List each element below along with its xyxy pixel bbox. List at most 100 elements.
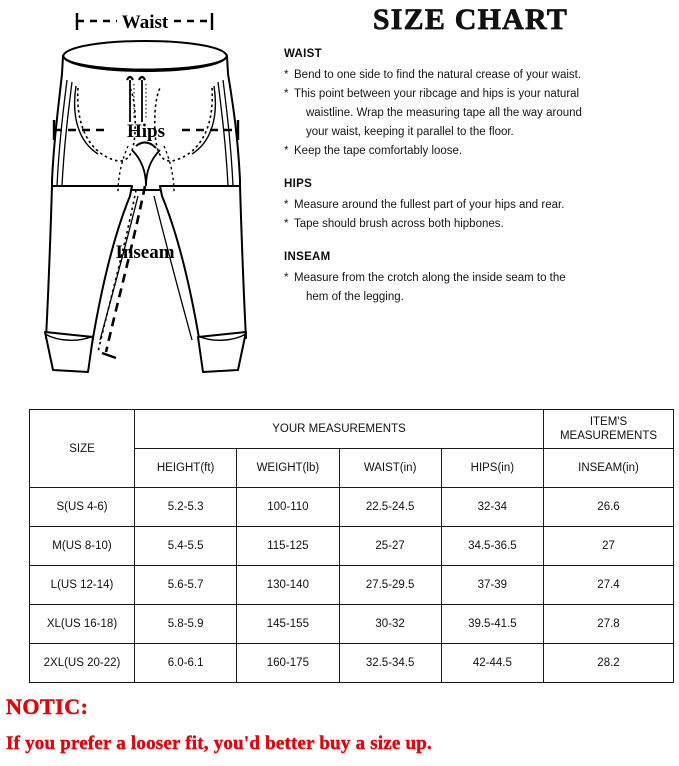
table-row: S(US 4-6) 5.2-5.3 100-110 22.5-24.5 32-3…: [29, 487, 674, 527]
cell-size: L(US 12-14): [29, 565, 135, 605]
table-row: XL(US 16-18) 5.8-5.9 145-155 30-32 39.5-…: [29, 604, 674, 644]
cell-hips: 34.5-36.5: [440, 526, 545, 566]
cell-size: M(US 8-10): [29, 526, 135, 566]
table-row: L(US 12-14) 5.6-5.7 130-140 27.5-29.5 37…: [29, 565, 674, 605]
instructions-panel: SIZE CHART WAIST * Bend to one side to f…: [284, 0, 679, 400]
cell-inseam: 27.8: [543, 604, 674, 644]
header-height: HEIGHT(ft): [133, 448, 238, 488]
cell-hips: 39.5-41.5: [440, 604, 545, 644]
diagram-label-waist: Waist: [122, 12, 169, 33]
cell-weight: 145-155: [236, 604, 340, 644]
bullet-marker: *: [284, 271, 289, 284]
cell-weight: 130-140: [236, 565, 340, 605]
header-inseam: INSEAM(in): [543, 448, 674, 488]
section-heading-hips: HIPS: [284, 177, 313, 190]
waist-measure-line: [75, 13, 214, 30]
bullet-item: * Measure around the fullest part of you…: [284, 196, 664, 214]
pants-pocket-edge: [73, 85, 217, 155]
cell-inseam: 28.2: [543, 643, 674, 683]
notice-title: NOTIC:: [6, 694, 89, 720]
bullet-text: Tape should brush across both hipbones.: [294, 217, 504, 230]
notice-text: If you prefer a looser fit, you'd better…: [6, 733, 433, 754]
pants-cuffs: [44, 331, 247, 373]
size-table: SIZE YOUR MEASUREMENTS ITEM'S MEASUREMEN…: [29, 409, 674, 683]
header-waist: WAIST(in): [338, 448, 442, 488]
pants-pocket-stitching: [76, 87, 214, 162]
cell-hips: 32-34: [440, 487, 545, 527]
pants-legs-outline: [45, 185, 247, 345]
pants-cuff-top-lines: [44, 333, 247, 341]
cell-weight: 160-175: [236, 643, 340, 683]
table-row: M(US 8-10) 5.4-5.5 115-125 25-27 34.5-36…: [29, 526, 674, 566]
drawstring: [126, 75, 146, 122]
hips-measure-line: [52, 120, 240, 140]
section-heading-inseam: INSEAM: [284, 250, 331, 263]
cell-inseam: 27: [543, 526, 674, 566]
header-your-measurements: YOUR MEASUREMENTS: [134, 409, 544, 449]
cell-height: 6.0-6.1: [133, 643, 238, 683]
bullet-marker: *: [284, 198, 289, 211]
pants-crotch-dotted: [117, 145, 175, 193]
bullet-item: * Tape should brush across both hipbones…: [284, 215, 664, 233]
table-header: SIZE YOUR MEASUREMENTS ITEM'S MEASUREMEN…: [29, 409, 674, 488]
table-header-row-group: SIZE YOUR MEASUREMENTS ITEM'S MEASUREMEN…: [29, 409, 674, 488]
inseam-measure-dotted: [97, 189, 137, 353]
instruction-section-inseam: INSEAM * Measure from the crotch along t…: [284, 251, 679, 306]
cell-waist: 25-27: [338, 526, 442, 566]
cell-weight: 100-110: [236, 487, 340, 527]
page-title: SIZE CHART: [372, 3, 569, 36]
notice-block: NOTIC: If you prefer a looser fit, you'd…: [6, 694, 666, 757]
header-items-measurements-line1: ITEM'S: [589, 416, 628, 428]
header-items-measurements-line2: MEASUREMENTS: [559, 430, 658, 442]
bullet-text-continuation: waistline. Wrap the measuring tape all t…: [306, 106, 582, 119]
table-row: 2XL(US 20-22) 6.0-6.1 160-175 32.5-34.5 …: [29, 643, 674, 683]
cell-height: 5.8-5.9: [133, 604, 238, 644]
bullet-text-continuation: hem of the legging.: [306, 290, 404, 303]
diagram-label-hips: Hips: [127, 121, 165, 142]
header-items-measurements: ITEM'S MEASUREMENTS: [543, 409, 674, 449]
diagram-label-inseam: Inseam: [115, 242, 174, 263]
bullet-text: Keep the tape comfortably loose.: [294, 144, 463, 157]
bullet-marker: *: [284, 68, 289, 81]
bullet-item: * Measure from the crotch along the insi…: [284, 269, 664, 287]
pants-diagram-panel: Waist: [14, 0, 280, 400]
bullet-marker: *: [284, 217, 289, 230]
section-heading-waist: WAIST: [284, 47, 322, 60]
cell-inseam: 26.6: [543, 487, 674, 527]
cell-waist: 30-32: [338, 604, 442, 644]
instruction-section-waist: WAIST * Bend to one side to find the nat…: [284, 48, 679, 160]
bullet-text: Measure from the crotch along the inside…: [294, 271, 566, 284]
bullet-marker: *: [284, 144, 289, 157]
header-weight: WEIGHT(lb): [236, 448, 340, 488]
cell-weight: 115-125: [236, 526, 340, 566]
bullet-text: Measure around the fullest part of your …: [294, 198, 565, 211]
header-hips: HIPS(in): [440, 448, 545, 488]
cell-waist: 27.5-29.5: [338, 565, 442, 605]
cell-size: 2XL(US 20-22): [29, 643, 135, 683]
bullet-item: * Bend to one side to find the natural c…: [284, 66, 664, 84]
bullet-item: * Keep the tape comfortably loose.: [284, 142, 664, 160]
bullet-item: * This point between your ribcage and hi…: [284, 85, 664, 103]
header-size: SIZE: [29, 409, 135, 488]
table-body: S(US 4-6) 5.2-5.3 100-110 22.5-24.5 32-3…: [29, 487, 674, 683]
instruction-section-hips: HIPS * Measure around the fullest part o…: [284, 178, 679, 233]
pants-outline: [51, 40, 241, 191]
top-area: Waist: [14, 0, 679, 400]
inseam-measure-tick: [101, 351, 117, 360]
cell-height: 5.6-5.7: [133, 565, 238, 605]
cell-hips: 42-44.5: [440, 643, 545, 683]
cell-waist: 22.5-24.5: [338, 487, 442, 527]
cell-height: 5.4-5.5: [133, 526, 238, 566]
pants-inner-seam-lines: [99, 195, 193, 341]
bullet-text-continuation: your waist, keeping it parallel to the f…: [306, 125, 514, 138]
cell-waist: 32.5-34.5: [338, 643, 442, 683]
inseam-measure-line: [104, 185, 147, 353]
cell-hips: 37-39: [440, 565, 545, 605]
bullet-marker: *: [284, 87, 289, 100]
cell-inseam: 27.4: [543, 565, 674, 605]
cell-height: 5.2-5.3: [133, 487, 238, 527]
pants-crotch-seam: [131, 141, 161, 187]
size-table-container: SIZE YOUR MEASUREMENTS ITEM'S MEASUREMEN…: [29, 409, 674, 683]
jogger-pants-measurement-diagram: Waist: [44, 12, 247, 373]
bullet-text: Bend to one side to find the natural cre…: [294, 68, 582, 81]
